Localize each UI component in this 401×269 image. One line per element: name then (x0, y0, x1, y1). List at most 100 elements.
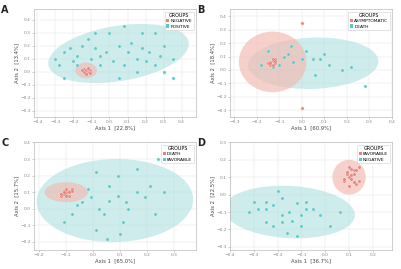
Point (169, 76, 176, 80)
Point (139, 46, 145, 51)
Point (267, 60, 273, 64)
Point (83, 68, 89, 73)
X-axis label: Axis 1  [65.0%]: Axis 1 [65.0%] (95, 259, 135, 263)
Point (101, 212, 107, 216)
Point (160, 44, 167, 48)
Point (267, 62, 273, 67)
Point (350, 168, 357, 172)
Point (246, 210, 252, 214)
Point (85, 70, 91, 74)
Point (79, 44, 86, 48)
Y-axis label: Axis 2  [22.5%]: Axis 2 [22.5%] (210, 176, 215, 217)
Point (310, 206, 316, 211)
Point (74, 54, 80, 58)
Point (281, 54, 287, 59)
Point (63, 192, 69, 196)
Point (106, 183, 113, 188)
Point (81, 70, 87, 74)
Point (269, 224, 276, 228)
Point (88, 56, 95, 61)
Point (344, 172, 350, 176)
Point (269, 58, 276, 63)
Point (125, 207, 132, 211)
Point (267, 60, 273, 64)
Point (299, 57, 305, 61)
Point (142, 195, 148, 199)
X-axis label: Axis 1  [22.8%]: Axis 1 [22.8%] (95, 125, 135, 130)
Point (79, 68, 86, 73)
Point (269, 57, 276, 61)
Point (114, 174, 121, 178)
Ellipse shape (332, 160, 366, 194)
Point (121, 24, 127, 28)
Point (317, 213, 324, 218)
Point (169, 56, 176, 61)
Point (60, 220, 67, 224)
Point (63, 190, 69, 194)
Point (271, 61, 278, 65)
Point (271, 57, 278, 61)
Point (346, 184, 352, 188)
Ellipse shape (248, 37, 379, 89)
Point (58, 192, 64, 196)
Point (350, 172, 357, 176)
Point (124, 50, 131, 54)
Point (353, 168, 359, 172)
Point (279, 196, 286, 200)
Point (294, 201, 300, 206)
Point (74, 63, 80, 67)
Point (83, 71, 89, 75)
Point (97, 54, 104, 58)
Point (269, 203, 276, 207)
Point (87, 71, 93, 75)
Point (286, 210, 293, 214)
Point (255, 206, 261, 211)
Point (336, 210, 343, 214)
Point (60, 188, 67, 193)
Point (85, 187, 91, 191)
Point (87, 195, 94, 199)
Point (355, 179, 362, 183)
Point (271, 57, 278, 61)
Point (339, 68, 346, 72)
Point (92, 31, 98, 35)
Point (133, 70, 140, 74)
Point (258, 62, 265, 67)
Point (56, 63, 62, 67)
Point (312, 73, 319, 77)
Text: C: C (1, 138, 8, 148)
Ellipse shape (239, 31, 306, 92)
Point (303, 49, 310, 53)
Point (341, 177, 348, 181)
Legend: DEATH, FAVORABLE: DEATH, FAVORABLE (161, 145, 194, 163)
Point (327, 224, 333, 228)
Point (317, 57, 323, 61)
Point (151, 63, 158, 67)
Point (93, 228, 99, 232)
Point (262, 206, 269, 211)
Point (303, 206, 309, 211)
Point (346, 165, 352, 169)
Point (271, 58, 278, 63)
Point (60, 190, 67, 194)
Y-axis label: Axis 2  [15.7%]: Axis 2 [15.7%] (14, 176, 19, 217)
Point (83, 72, 89, 76)
Point (123, 200, 129, 204)
Point (115, 44, 122, 48)
Ellipse shape (45, 182, 88, 202)
Point (67, 46, 73, 51)
Point (106, 31, 113, 35)
Y-axis label: Axis 2  [13.4%]: Axis 2 [13.4%] (14, 43, 19, 83)
Point (348, 166, 354, 171)
Point (265, 61, 271, 65)
Ellipse shape (224, 186, 355, 238)
Point (269, 65, 276, 69)
Point (117, 232, 124, 236)
Legend: ASYMPTOMATIC, DEATH: ASYMPTOMATIC, DEATH (348, 12, 390, 30)
Point (66, 188, 72, 193)
Point (160, 70, 167, 74)
Point (341, 179, 348, 183)
Point (348, 65, 354, 69)
Point (66, 193, 72, 198)
Point (265, 49, 271, 53)
